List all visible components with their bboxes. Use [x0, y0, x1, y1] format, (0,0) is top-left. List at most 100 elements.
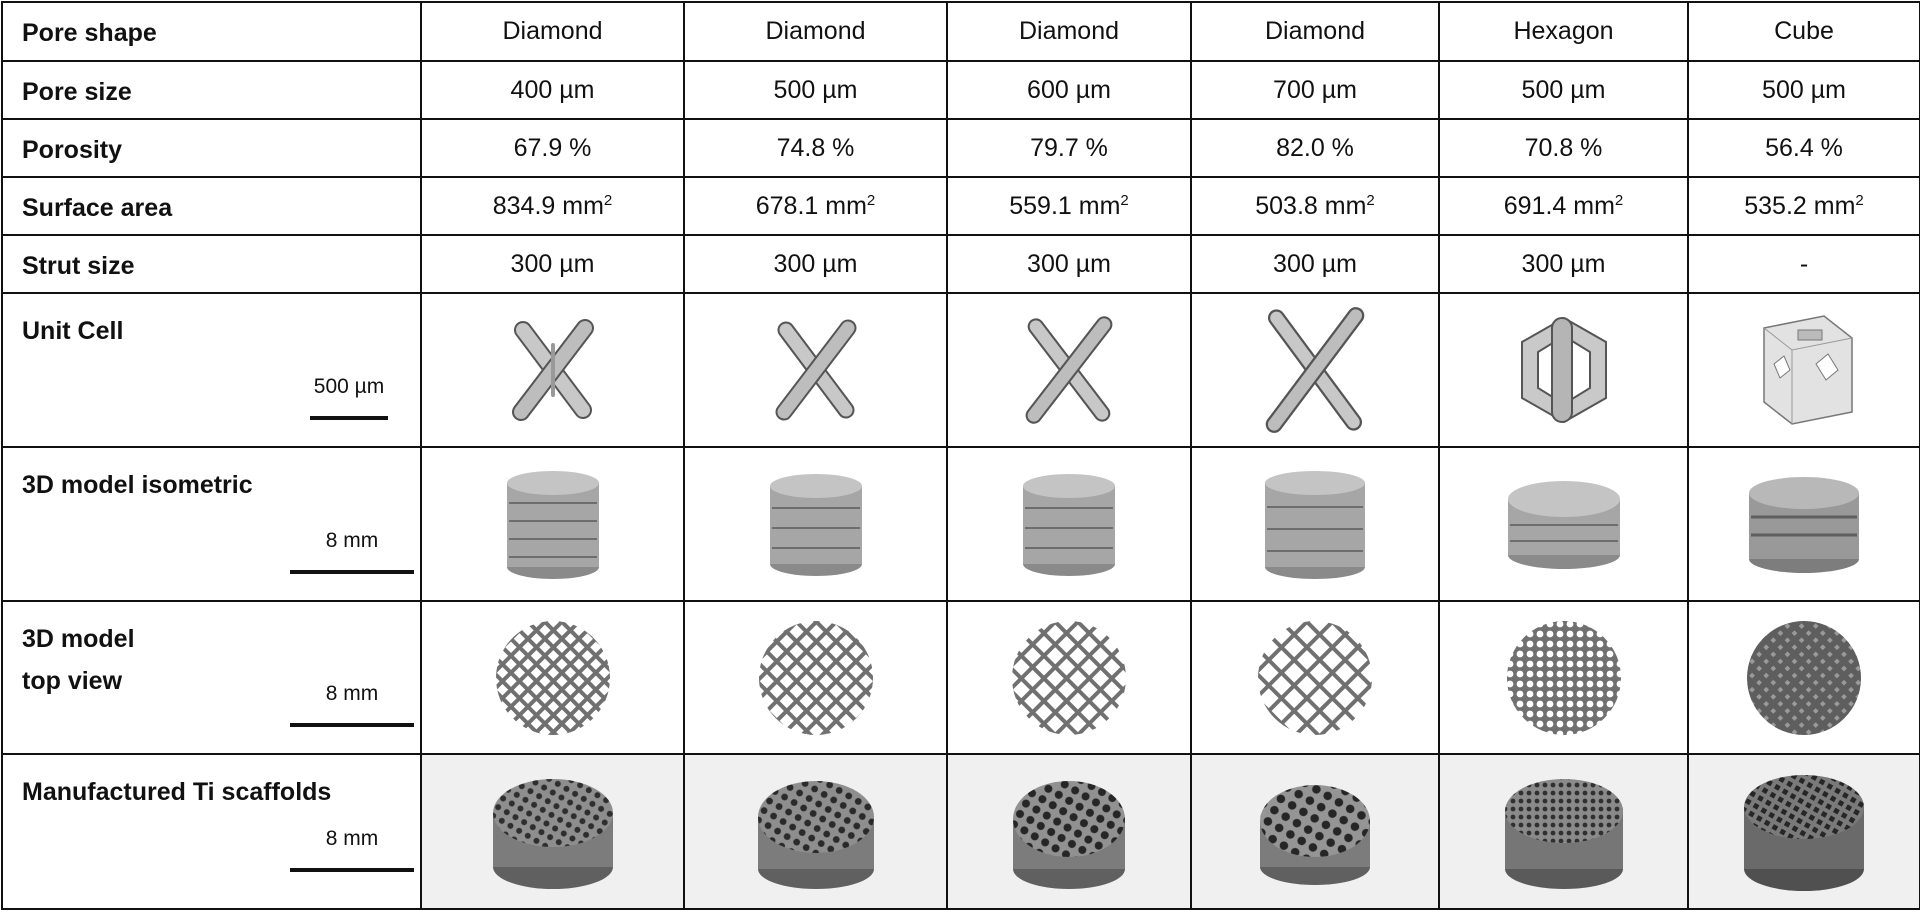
unit-cell-image — [1190, 292, 1440, 448]
pore-shape-cell: Diamond — [1190, 1, 1440, 62]
isometric-model-image — [1190, 446, 1440, 602]
top-view-image — [683, 600, 948, 755]
unit-exponent: 2 — [866, 192, 876, 209]
strut-size-cell: 300 µm — [1438, 234, 1689, 294]
top-view-image — [946, 600, 1192, 755]
row-3d-isometric: 3D model isometric 8 mm — [1, 446, 1920, 602]
pore-shape-cell: Hexagon — [1438, 1, 1689, 62]
scale-bar-top-view: 8 mm — [290, 673, 414, 727]
scale-bar-label: 8 mm — [325, 529, 379, 552]
pore-size-cell: 400 µm — [420, 60, 685, 120]
unit-cell-image — [946, 292, 1192, 448]
row-manufactured: Manufactured Ti scaffolds 8 mm — [1, 753, 1920, 910]
pore-size-cell: 600 µm — [946, 60, 1192, 120]
row-label-3d-top-view: 3D model top view 8 mm — [1, 600, 422, 755]
strut-size-cell: - — [1687, 234, 1920, 294]
scale-bar-line — [310, 416, 388, 420]
surface-area-value: 503.8 — [1255, 192, 1318, 220]
surface-area-unit: mm — [562, 192, 604, 220]
unit-cell-image — [683, 292, 948, 448]
scaffold-isometric-icon — [1749, 477, 1859, 573]
unit-exponent: 2 — [1855, 192, 1864, 209]
scaffold-isometric-icon — [506, 471, 599, 579]
pore-shape-cell: Diamond — [420, 1, 685, 62]
scaffold-isometric-icon — [1265, 471, 1365, 579]
scale-bar-label: 8 mm — [325, 827, 379, 850]
surface-area-cell: 691.4 mm2 — [1438, 176, 1689, 236]
row-porosity: Porosity 67.9 % 74.8 % 79.7 % 82.0 % 70.… — [1, 118, 1920, 178]
diamond-unit-cell-icon — [1025, 316, 1113, 424]
row-label-pore-size: Pore size — [1, 60, 422, 120]
strut-size-cell: 300 µm — [1190, 234, 1440, 294]
row-label-line-1: 3D model — [22, 625, 135, 653]
scale-bar-label: 500 µm — [313, 375, 385, 398]
scaffold-photo — [946, 753, 1192, 910]
porosity-cell: 70.8 % — [1438, 118, 1689, 178]
lattice-top-view-icon — [495, 620, 610, 735]
ti-scaffold-photo-icon — [1013, 780, 1125, 889]
scaffold-isometric-icon — [769, 474, 862, 576]
pore-size-cell: 500 µm — [1438, 60, 1689, 120]
unit-exponent: 2 — [603, 192, 613, 209]
row-strut-size: Strut size 300 µm 300 µm 300 µm 300 µm 3… — [1, 234, 1920, 294]
surface-area-value: 834.9 — [492, 192, 556, 220]
row-surface-area: Surface area 834.9 mm2 678.1 mm2 559.1 m… — [1, 176, 1920, 236]
scaffold-isometric-icon — [1023, 474, 1115, 576]
scaffold-photo — [420, 753, 685, 910]
surface-area-unit: mm — [1324, 192, 1367, 220]
scaffold-photo — [683, 753, 948, 910]
pore-shape-cell: Diamond — [946, 1, 1192, 62]
diamond-unit-cell-icon — [1265, 307, 1365, 433]
porosity-cell: 82.0 % — [1190, 118, 1440, 178]
row-label-pore-shape: Pore shape — [1, 1, 422, 62]
isometric-model-image — [420, 446, 685, 602]
surface-area-cell: 535.2 mm2 — [1687, 176, 1920, 236]
scaffold-isometric-icon — [1507, 481, 1620, 569]
cube-unit-cell-icon — [1763, 315, 1853, 425]
porosity-cell: 67.9 % — [420, 118, 685, 178]
scale-bar-line — [290, 868, 414, 872]
scale-bar-line — [290, 570, 414, 574]
surface-area-value: 678.1 — [755, 192, 819, 220]
row-label-text: 3D model isometric — [22, 471, 253, 499]
diamond-unit-cell-icon — [775, 319, 856, 421]
row-label-porosity: Porosity — [1, 118, 422, 178]
scaffold-photo — [1190, 753, 1440, 910]
strut-size-cell: 300 µm — [946, 234, 1192, 294]
ti-scaffold-photo-icon — [757, 780, 874, 889]
row-label-line-2: top view — [22, 667, 123, 695]
lattice-top-view-icon — [1258, 620, 1372, 735]
scale-bar-unit-cell: 500 µm — [310, 366, 388, 420]
unit-cell-image — [1687, 292, 1920, 448]
surface-area-cell: 834.9 mm2 — [420, 176, 685, 236]
surface-area-cell: 678.1 mm2 — [683, 176, 948, 236]
surface-area-value: 691.4 — [1503, 192, 1567, 220]
pore-size-cell: 500 µm — [1687, 60, 1920, 120]
row-unit-cell: Unit Cell 500 µm — [1, 292, 1920, 448]
row-label-surface-area: Surface area — [1, 176, 422, 236]
row-label-manufactured: Manufactured Ti scaffolds 8 mm — [1, 753, 422, 910]
surface-area-unit: mm — [1813, 192, 1856, 220]
surface-area-cell: 503.8 mm2 — [1190, 176, 1440, 236]
surface-area-unit: mm — [1573, 192, 1615, 220]
unit-cell-image — [1438, 292, 1689, 448]
strut-size-cell: 300 µm — [683, 234, 948, 294]
surface-area-cell: 559.1 mm2 — [946, 176, 1192, 236]
surface-area-value: 559.1 — [1009, 192, 1072, 220]
scale-bar-label: 8 mm — [325, 682, 379, 705]
unit-exponent: 2 — [1614, 192, 1624, 209]
ti-scaffold-photo-icon — [492, 778, 613, 889]
surface-area-value: 535.2 — [1744, 192, 1807, 220]
row-label-3d-isometric: 3D model isometric 8 mm — [1, 446, 422, 602]
diamond-unit-cell-icon — [511, 319, 594, 421]
isometric-model-image — [1438, 446, 1689, 602]
lattice-top-view-icon — [1506, 620, 1621, 735]
row-label-text: Manufactured Ti scaffolds — [22, 778, 332, 806]
top-view-image — [1438, 600, 1689, 755]
top-view-image — [420, 600, 685, 755]
lattice-top-view-icon — [1012, 620, 1126, 735]
ti-scaffold-photo-icon — [1260, 784, 1370, 885]
unit-exponent: 2 — [1120, 192, 1129, 209]
row-label-text: Unit Cell — [22, 317, 124, 345]
